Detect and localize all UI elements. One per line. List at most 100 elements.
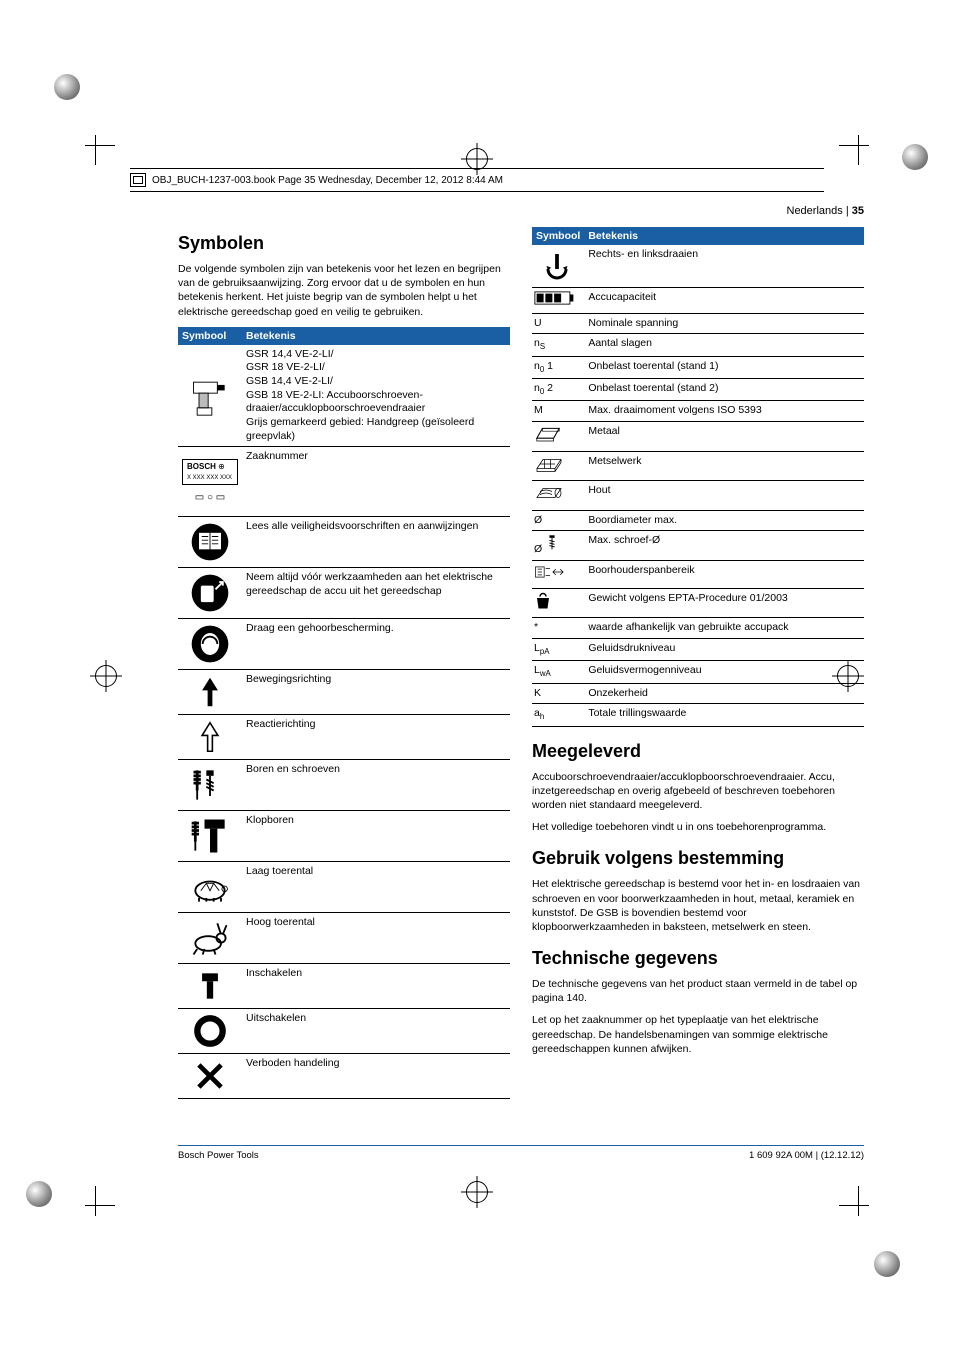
footer-right: 1 609 92A 00M | (12.12.12) (749, 1150, 864, 1161)
th-symbol: Symbool (532, 227, 584, 245)
table-row: KOnzekerheid (532, 683, 864, 704)
symbol-meaning: Onbelast toerental (stand 2) (584, 378, 864, 400)
hammer-drill-icon (178, 811, 242, 862)
table-row: ØBoordiameter max. (532, 510, 864, 531)
book-icon (130, 173, 146, 187)
table-row: Rechts- en linksdraaien (532, 245, 864, 288)
footer-left: Bosch Power Tools (178, 1150, 259, 1161)
cross-icon (178, 1054, 242, 1099)
symbol-meaning: Onzekerheid (584, 683, 864, 704)
page-number-header: Nederlands | 35 (178, 205, 864, 217)
table-row: nSAantal slagen (532, 334, 864, 356)
intro-text: De volgende symbolen zijn van betekenis … (178, 262, 510, 319)
table-row: Lees alle veiligheidsvoorschriften en aa… (178, 517, 510, 568)
arrow-up-icon (178, 670, 242, 715)
table-row: LwAGeluidsvermogenniveau (532, 661, 864, 683)
symbol-text: n0 2 (532, 378, 584, 400)
switch-on-icon (178, 964, 242, 1009)
weight-icon (532, 588, 584, 618)
symbol-text: ah (532, 704, 584, 726)
rabbit-icon (178, 913, 242, 964)
page-num: 35 (852, 205, 864, 217)
symbol-meaning: Lees alle veiligheidsvoorschriften en aa… (242, 517, 510, 568)
symbol-meaning: Totale trillingswaarde (584, 704, 864, 726)
crop-mark-icon (819, 145, 859, 185)
symbol-meaning: Inschakelen (242, 964, 510, 1009)
drill-tool-icon (178, 345, 242, 447)
metal-icon (532, 421, 584, 451)
symbol-meaning: Zaaknummer (242, 447, 510, 517)
symbol-meaning: Hoog toerental (242, 913, 510, 964)
symbol-meaning: Onbelast toerental (stand 1) (584, 356, 864, 378)
crosshair-icon (466, 1181, 488, 1203)
table-row: n0 1Onbelast toerental (stand 1) (532, 356, 864, 378)
table-row: ahTotale trillingswaarde (532, 704, 864, 726)
symbol-text: LwA (532, 661, 584, 683)
table-row: LpAGeluidsdrukniveau (532, 639, 864, 661)
table-row: Metaal (532, 421, 864, 451)
symbol-meaning: Laag toerental (242, 862, 510, 913)
symbol-text: * (532, 618, 584, 639)
section-heading: Technische gegevens (532, 948, 864, 969)
remove-battery-icon (178, 568, 242, 619)
table-row: BOSCH ⊕X XXX XXX XXX▭ ○ ▭Zaaknummer (178, 447, 510, 517)
arrow-outline-icon (178, 715, 242, 760)
table-row: Laag toerental (178, 862, 510, 913)
symbol-text: M (532, 401, 584, 422)
table-row: Ø Max. schroef-Ø (532, 531, 864, 561)
section-paragraph: Het elektrische gereedschap is bestemd v… (532, 877, 864, 934)
wood-icon (532, 481, 584, 511)
section-heading: Gebruik volgens bestemming (532, 848, 864, 869)
bosch-plate-icon: BOSCH ⊕X XXX XXX XXX▭ ○ ▭ (178, 447, 242, 517)
symbol-meaning: Nominale spanning (584, 313, 864, 334)
table-row: Draag een gehoorbescherming. (178, 619, 510, 670)
symbol-meaning: Reactierichting (242, 715, 510, 760)
table-row: Uitschakelen (178, 1009, 510, 1054)
section-paragraph: De technische gegevens van het product s… (532, 977, 864, 1005)
table-row: Hout (532, 481, 864, 511)
registration-mark-icon (902, 144, 928, 170)
th-meaning: Betekenis (584, 227, 864, 245)
brick-icon (532, 451, 584, 481)
registration-mark-icon (54, 74, 80, 100)
table-row: Reactierichting (178, 715, 510, 760)
right-column: Symbool Betekenis Rechts- en linksdraaie… (532, 227, 864, 1099)
drill-screw-icon (178, 760, 242, 811)
crosshair-icon (466, 148, 488, 170)
switch-off-icon (178, 1009, 242, 1054)
page-footer: Bosch Power Tools 1 609 92A 00M | (12.12… (178, 1145, 864, 1161)
symbol-meaning: Accucapaciteit (584, 288, 864, 314)
table-row: UNominale spanning (532, 313, 864, 334)
symbol-meaning: Neem altijd vóór werkzaamheden aan het e… (242, 568, 510, 619)
symbols-table-left: Symbool Betekenis GSR 14,4 VE-2-LI/ GSR … (178, 327, 510, 1099)
section-heading: Meegeleverd (532, 741, 864, 762)
section-paragraph: Let op het zaaknummer op het typeplaatje… (532, 1013, 864, 1056)
chuck-icon (532, 561, 584, 589)
symbols-table-right: Symbool Betekenis Rechts- en linksdraaie… (532, 227, 864, 727)
section-paragraph: Het volledige toebehoren vindt u in ons … (532, 820, 864, 834)
symbol-meaning: Bewegingsrichting (242, 670, 510, 715)
heading-symbolen: Symbolen (178, 233, 510, 254)
symbol-meaning: Rechts- en linksdraaien (584, 245, 864, 288)
symbol-meaning: Metselwerk (584, 451, 864, 481)
th-meaning: Betekenis (242, 327, 510, 345)
symbol-meaning: Uitschakelen (242, 1009, 510, 1054)
symbol-text: K (532, 683, 584, 704)
book-header: OBJ_BUCH-1237-003.book Page 35 Wednesday… (130, 168, 824, 192)
symbol-meaning: Hout (584, 481, 864, 511)
table-row: Bewegingsrichting (178, 670, 510, 715)
registration-mark-icon (26, 1181, 52, 1207)
screw-dia-icon: Ø (532, 531, 584, 561)
table-row: Klopboren (178, 811, 510, 862)
page-lang: Nederlands (787, 205, 843, 217)
symbol-text: U (532, 313, 584, 334)
rotation-icon (532, 245, 584, 288)
symbol-meaning: Geluidsvermogenniveau (584, 661, 864, 683)
read-manual-icon (178, 517, 242, 568)
table-row: GSR 14,4 VE-2-LI/ GSR 18 VE-2-LI/ GSB 14… (178, 345, 510, 447)
symbol-meaning: Metaal (584, 421, 864, 451)
table-row: Verboden handeling (178, 1054, 510, 1099)
table-row: *waarde afhankelijk van gebruikte accu­p… (532, 618, 864, 639)
symbol-meaning: Boordiameter max. (584, 510, 864, 531)
symbol-meaning: Aantal slagen (584, 334, 864, 356)
